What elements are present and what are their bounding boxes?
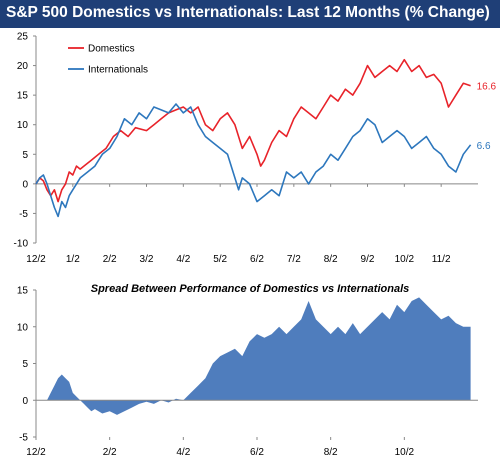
- top-x-tick-label: 2/2: [103, 254, 117, 265]
- bottom-x-tick-label: 6/2: [250, 447, 264, 458]
- legend-label-internationals: Internationals: [88, 65, 148, 76]
- chart-title: S&P 500 Domestics vs Internationals: Las…: [6, 4, 490, 21]
- bottom-y-tick-label: 0: [22, 396, 28, 407]
- top-x-tick-label: 6/2: [250, 254, 264, 265]
- end-label-domestics: 16.6: [477, 82, 497, 93]
- series-line-domestics: [35, 58, 471, 203]
- top-line-chart: -10 -5 0 5 10 15 20 25 12/2 1/2 2/2 3/2 4/2 5/2 6/2 7/2…: [14, 32, 497, 266]
- bottom-y-tick-label: -5: [19, 433, 28, 444]
- bottom-y-tick-label: 15: [17, 286, 29, 297]
- top-y-tick-label: 25: [17, 32, 29, 43]
- bottom-x-tick-label: 10/2: [395, 447, 415, 458]
- bottom-y-tick-label: 10: [17, 322, 29, 333]
- top-y-tick-label: 15: [17, 91, 29, 102]
- bottom-chart-title: Spread Between Performance of Domestics …: [91, 283, 410, 295]
- bottom-x-tick-label: 8/2: [324, 447, 338, 458]
- bottom-x-tick-label: 4/2: [176, 447, 190, 458]
- end-label-internationals: 6.6: [477, 141, 491, 152]
- spread-area: [36, 297, 471, 415]
- top-x-tick-label: 4/2: [176, 254, 190, 265]
- top-x-tick-label: 3/2: [140, 254, 154, 265]
- top-x-tick-label: 7/2: [287, 254, 301, 265]
- top-y-tick-label: -5: [19, 209, 28, 220]
- bottom-x-tick-label: 12/2: [26, 447, 46, 458]
- bottom-x-tick-label: 2/2: [103, 447, 117, 458]
- bottom-y-tick-label: 5: [22, 359, 28, 370]
- top-x-tick-label: 11/2: [432, 254, 451, 265]
- top-x-tick-label: 1/2: [66, 254, 80, 265]
- top-x-tick-label: 9/2: [361, 254, 375, 265]
- series-line-internationals: [35, 103, 472, 218]
- top-y-tick-label: 0: [22, 179, 28, 190]
- top-x-tick-label: 10/2: [395, 254, 415, 265]
- top-y-tick-label: 10: [17, 120, 29, 131]
- top-x-tick-label: 8/2: [324, 254, 338, 265]
- top-y-tick-label: 5: [22, 150, 28, 161]
- top-x-tick-label: 5/2: [213, 254, 227, 265]
- top-y-tick-label: 20: [17, 61, 29, 72]
- legend-label-domestics: Domestics: [88, 44, 135, 55]
- bottom-area-chart: -5 0 5 10 15 12/2 2/2 4/2 6/2 8/2 10/2 Spread Betwe…: [17, 283, 478, 458]
- title-bar: S&P 500 Domestics vs Internationals: Las…: [0, 0, 500, 28]
- top-x-tick-label: 12/2: [26, 254, 46, 265]
- top-y-tick-label: -10: [14, 239, 29, 250]
